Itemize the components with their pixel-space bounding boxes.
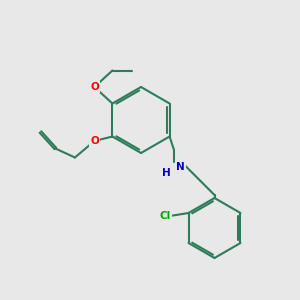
Text: Cl: Cl: [160, 211, 171, 221]
Text: O: O: [90, 136, 99, 146]
Text: H: H: [162, 168, 171, 178]
Text: N: N: [176, 161, 185, 172]
Text: O: O: [90, 82, 99, 92]
